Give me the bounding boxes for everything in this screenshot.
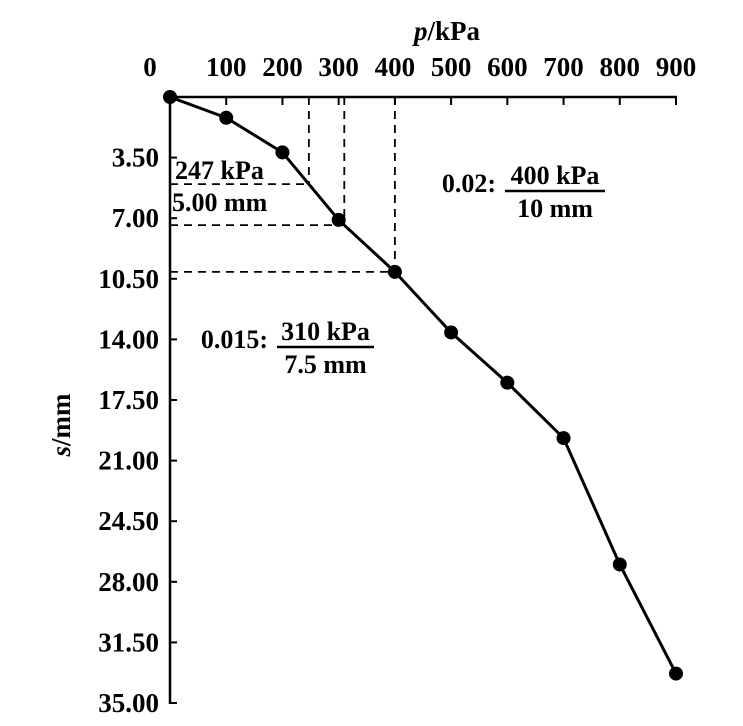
data-point (669, 666, 683, 681)
x-tick-label: 0 (143, 52, 157, 82)
data-point (556, 431, 571, 446)
settlement-curve (169, 95, 678, 675)
x-tick-label: 600 (487, 52, 528, 82)
y-tick-label: 3.50 (112, 143, 159, 173)
annotation-numerator: 310 kPa (281, 317, 370, 346)
y-tick-label: 10.50 (98, 264, 159, 294)
x-tick-label: 700 (543, 52, 584, 82)
annotation-denominator: 7.5 mm (284, 350, 367, 379)
annotation-denominator: 10 mm (517, 194, 593, 223)
y-tick-label: 17.50 (98, 385, 159, 415)
x-tick-label: 300 (318, 52, 359, 82)
y-tick-label: 24.50 (98, 506, 159, 536)
y-tick-label: 7.00 (112, 203, 159, 233)
y-axis-title: s/mm (46, 393, 76, 458)
y-tick-label: 28.00 (98, 567, 159, 597)
x-tick-label: 400 (375, 52, 416, 82)
x-tick-label: 100 (206, 52, 247, 82)
data-point (612, 557, 627, 572)
x-tick-label: 500 (431, 52, 472, 82)
annotation-numerator: 400 kPa (511, 161, 600, 190)
y-tick-label: 21.00 (98, 446, 159, 476)
data-point (219, 110, 234, 125)
y-tick-label: 31.50 (98, 627, 159, 657)
data-point (387, 264, 402, 279)
annotation-prefix: 0.015: (201, 325, 268, 354)
data-point (444, 325, 459, 340)
x-axis-title: p/kPa (412, 16, 481, 46)
annotation-prefix: 0.02: (442, 169, 496, 198)
x-tick-label: 200 (262, 52, 303, 82)
x-tick-label: 800 (600, 52, 641, 82)
data-point (163, 90, 177, 104)
data-point (500, 375, 515, 390)
x-tick-label: 900 (656, 52, 697, 82)
y-tick-label: 35.00 (98, 688, 159, 718)
annotation-numerator: 247 kPa (175, 156, 264, 185)
annotation-denominator: 5.00 mm (172, 188, 268, 217)
y-tick-label: 14.00 (98, 324, 159, 354)
data-point (275, 145, 290, 160)
data-point (331, 212, 346, 227)
